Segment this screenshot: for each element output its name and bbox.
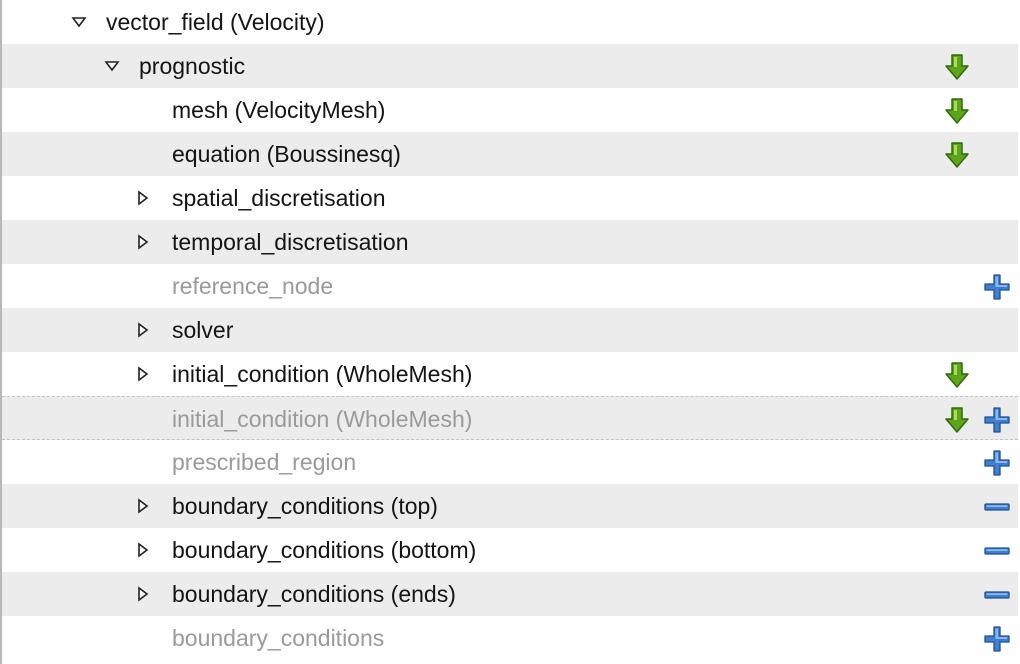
tree-row-label: boundary_conditions (bottom) — [172, 537, 477, 563]
plus-icon — [984, 450, 1010, 476]
minus-icon — [984, 591, 1010, 599]
tree-row-boundary-conditions-bottom[interactable]: boundary_conditions (bottom) — [2, 528, 1018, 572]
tree-row-mesh[interactable]: mesh (VelocityMesh) — [2, 88, 1018, 132]
tree-row-reference-node[interactable]: reference_node — [2, 264, 1018, 308]
tree-row-label: vector_field (Velocity) — [106, 9, 325, 35]
tree-row-temporal-discretisation[interactable]: temporal_discretisation — [2, 220, 1018, 264]
tree-row-label: prescribed_region — [172, 449, 357, 475]
tree-row-boundary-conditions-ends[interactable]: boundary_conditions (ends) — [2, 572, 1018, 616]
tree-row-label: mesh (VelocityMesh) — [172, 97, 386, 123]
add-node-button[interactable] — [982, 449, 1012, 477]
green-down-arrow-icon — [945, 407, 969, 433]
tree-row-prognostic[interactable]: prognostic — [2, 44, 1018, 88]
tree-row-boundary-conditions-new[interactable]: boundary_conditions — [2, 616, 1018, 660]
add-node-button[interactable] — [982, 625, 1012, 653]
plus-icon — [984, 407, 1010, 433]
plus-icon — [984, 274, 1010, 300]
remove-node-button[interactable] — [982, 537, 1012, 565]
minus-icon — [984, 503, 1010, 511]
expand-triangle-icon[interactable] — [133, 584, 153, 604]
expand-triangle-icon[interactable] — [133, 540, 153, 560]
tree-row-vector-field[interactable]: vector_field (Velocity) — [2, 0, 1018, 44]
green-down-arrow-icon — [945, 362, 969, 388]
tree-row-label: prognostic — [139, 53, 246, 79]
minus-icon — [984, 547, 1010, 555]
tree-row-label: temporal_discretisation — [172, 229, 409, 255]
tree-row-label: boundary_conditions — [172, 625, 385, 651]
goto-reference-button[interactable] — [942, 361, 972, 389]
expand-triangle-icon[interactable] — [133, 364, 153, 384]
remove-node-button[interactable] — [982, 493, 1012, 521]
collapse-triangle-icon[interactable] — [69, 12, 89, 32]
goto-reference-button[interactable] — [942, 406, 972, 434]
tree-row-equation[interactable]: equation (Boussinesq) — [2, 132, 1018, 176]
tree-row-initial-condition-inactive[interactable]: initial_condition (WholeMesh) — [2, 396, 1018, 440]
tree-row-label: initial_condition (WholeMesh) — [172, 361, 473, 387]
tree-row-label: initial_condition (WholeMesh) — [172, 406, 473, 432]
green-down-arrow-icon — [945, 142, 969, 168]
tree-row-spatial-discretisation[interactable]: spatial_discretisation — [2, 176, 1018, 220]
tree-row-label: boundary_conditions (top) — [172, 493, 438, 519]
tree-row-boundary-conditions-top[interactable]: boundary_conditions (top) — [2, 484, 1018, 528]
remove-node-button[interactable] — [982, 581, 1012, 609]
tree-row-solver[interactable]: solver — [2, 308, 1018, 352]
add-node-button[interactable] — [982, 273, 1012, 301]
tree-row-label: boundary_conditions (ends) — [172, 581, 456, 607]
goto-reference-button[interactable] — [942, 53, 972, 81]
plus-icon — [984, 626, 1010, 652]
tree-row-label: spatial_discretisation — [172, 185, 386, 211]
goto-reference-button[interactable] — [942, 141, 972, 169]
tree-row-label: equation (Boussinesq) — [172, 141, 401, 167]
goto-reference-button[interactable] — [942, 97, 972, 125]
green-down-arrow-icon — [945, 98, 969, 124]
expand-triangle-icon[interactable] — [133, 232, 153, 252]
tree-row-initial-condition[interactable]: initial_condition (WholeMesh) — [2, 352, 1018, 396]
expand-triangle-icon[interactable] — [133, 188, 153, 208]
expand-triangle-icon[interactable] — [133, 320, 153, 340]
tree-row-label: reference_node — [172, 273, 334, 299]
add-node-button[interactable] — [982, 406, 1012, 434]
expand-triangle-icon[interactable] — [133, 496, 153, 516]
tree-row-prescribed-region[interactable]: prescribed_region — [2, 440, 1018, 484]
green-down-arrow-icon — [945, 54, 969, 80]
tree-row-label: solver — [172, 317, 234, 343]
collapse-triangle-icon[interactable] — [102, 56, 122, 76]
